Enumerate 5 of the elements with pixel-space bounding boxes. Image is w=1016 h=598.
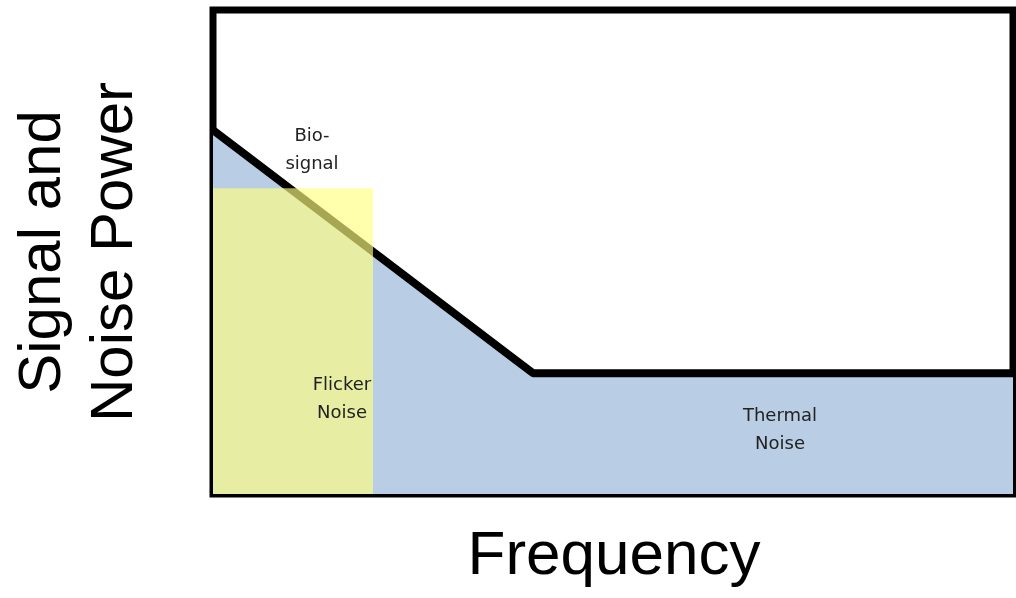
annotation: Thermal Noise (741, 403, 818, 453)
annotation: Flicker Noise (312, 372, 372, 422)
y-axis-title: Signal and Noise Power (5, 81, 145, 423)
x-axis-title: Frequency (467, 517, 761, 587)
annotation: Bio- signal (285, 123, 339, 173)
